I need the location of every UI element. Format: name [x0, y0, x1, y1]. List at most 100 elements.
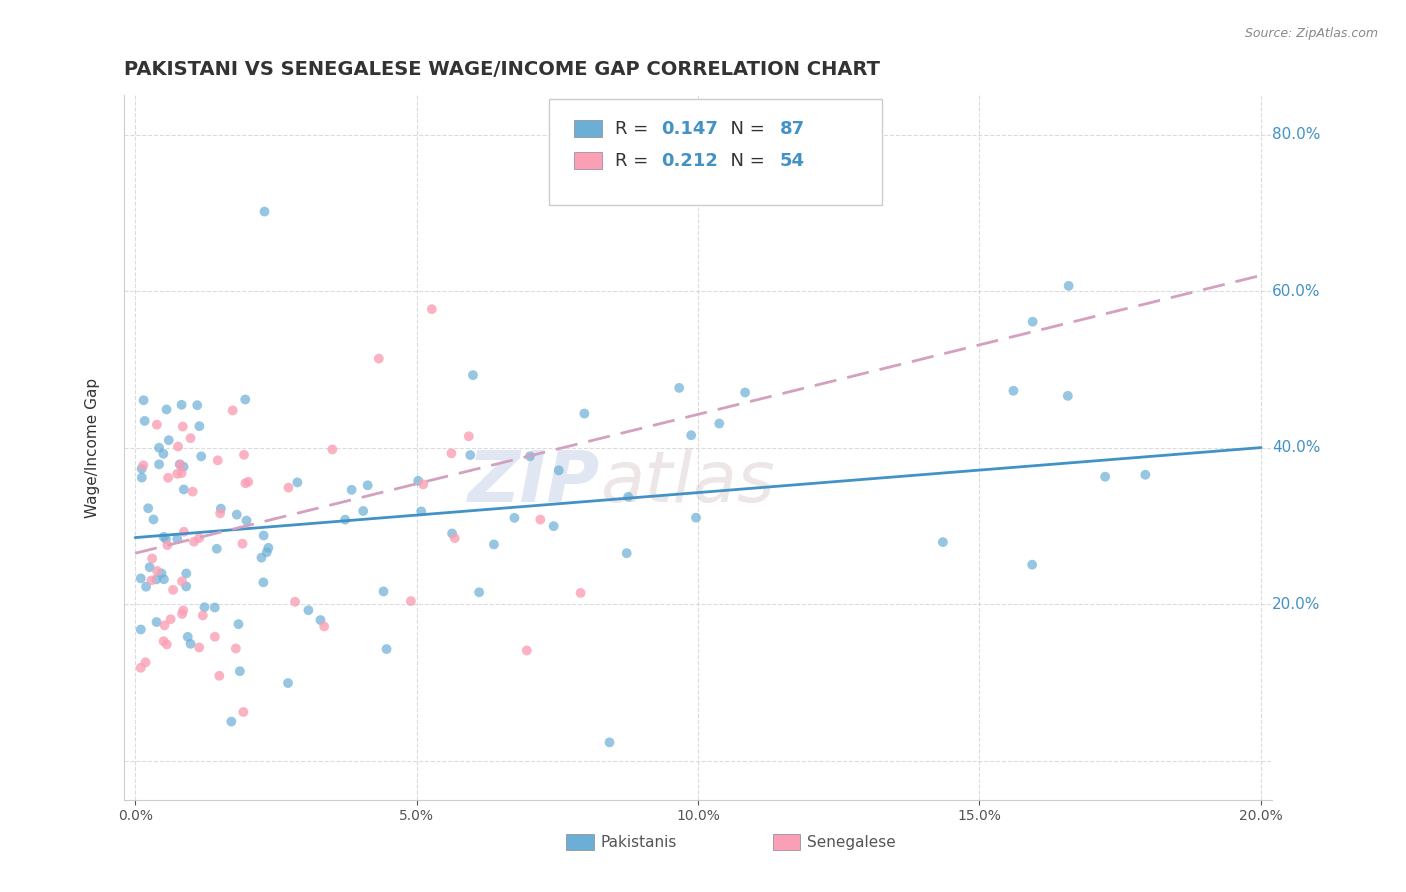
Point: [569, 586, 592, 600]
Point: [129, 571, 152, 585]
Point: [134, 414, 156, 428]
Point: [1021, 315, 1043, 329]
Point: [136, 501, 159, 516]
Point: [207, 453, 229, 467]
Point: [231, 537, 253, 551]
Point: [441, 526, 464, 541]
Point: [685, 510, 707, 524]
Text: ZIP: ZIP: [468, 449, 600, 517]
Point: [135, 580, 157, 594]
Point: [153, 618, 176, 632]
Point: [172, 603, 194, 617]
Point: [440, 446, 463, 460]
Point: [297, 603, 319, 617]
Point: [1002, 384, 1025, 398]
Point: [734, 385, 756, 400]
Point: [482, 537, 505, 551]
Point: [253, 204, 276, 219]
Point: [157, 471, 180, 485]
Point: [146, 564, 169, 578]
Point: [709, 417, 731, 431]
Text: 20.0%: 20.0%: [1272, 597, 1320, 612]
Text: atlas: atlas: [600, 449, 775, 517]
Point: [132, 393, 155, 408]
Point: [148, 458, 170, 472]
Point: [238, 475, 260, 489]
Point: [503, 511, 526, 525]
Point: [340, 483, 363, 497]
Point: [193, 600, 215, 615]
Point: [932, 535, 955, 549]
Point: [443, 531, 465, 545]
Point: [141, 551, 163, 566]
Point: [284, 595, 307, 609]
Point: [174, 566, 197, 581]
Point: [180, 431, 202, 445]
Point: [277, 481, 299, 495]
Point: [375, 642, 398, 657]
Point: [250, 550, 273, 565]
Point: [225, 508, 247, 522]
Point: [141, 574, 163, 588]
Point: [174, 579, 197, 593]
Point: [145, 615, 167, 629]
Point: [529, 512, 551, 526]
Point: [321, 442, 343, 457]
Point: [333, 513, 356, 527]
Point: [173, 459, 195, 474]
Point: [150, 566, 173, 581]
Point: [152, 530, 174, 544]
Point: [131, 470, 153, 484]
Point: [235, 476, 257, 491]
Point: [167, 440, 190, 454]
Point: [309, 613, 332, 627]
Point: [1135, 467, 1157, 482]
Text: 0.147: 0.147: [661, 120, 718, 137]
Text: 40.0%: 40.0%: [1272, 440, 1320, 455]
Point: [156, 637, 179, 651]
Point: [253, 528, 276, 542]
Point: [188, 531, 211, 545]
Point: [172, 419, 194, 434]
Point: [146, 417, 169, 432]
Point: [173, 483, 195, 497]
Point: [145, 573, 167, 587]
Point: [547, 463, 569, 477]
Point: [156, 538, 179, 552]
Point: [221, 714, 243, 729]
FancyBboxPatch shape: [574, 120, 602, 137]
Point: [225, 641, 247, 656]
Point: [208, 669, 231, 683]
Point: [574, 407, 596, 421]
Point: [257, 541, 280, 555]
Point: [129, 661, 152, 675]
Text: Source: ZipAtlas.com: Source: ZipAtlas.com: [1244, 27, 1378, 40]
Point: [188, 640, 211, 655]
Point: [190, 450, 212, 464]
Point: [399, 594, 422, 608]
Point: [188, 419, 211, 434]
Point: [373, 584, 395, 599]
Point: [129, 623, 152, 637]
Text: 87: 87: [779, 120, 804, 137]
Point: [287, 475, 309, 490]
Point: [183, 534, 205, 549]
Point: [132, 458, 155, 473]
Point: [186, 398, 208, 412]
Text: Senegalese: Senegalese: [807, 835, 896, 849]
Text: 60.0%: 60.0%: [1272, 284, 1320, 299]
Point: [155, 532, 177, 546]
Point: [252, 575, 274, 590]
Point: [232, 705, 254, 719]
Point: [616, 546, 638, 560]
Point: [205, 541, 228, 556]
Text: Pakistanis: Pakistanis: [600, 835, 676, 849]
Point: [235, 514, 257, 528]
Point: [170, 574, 193, 589]
Point: [411, 504, 433, 518]
Point: [135, 656, 157, 670]
Point: [162, 582, 184, 597]
Point: [155, 402, 177, 417]
Point: [221, 403, 243, 417]
Point: [457, 429, 479, 443]
